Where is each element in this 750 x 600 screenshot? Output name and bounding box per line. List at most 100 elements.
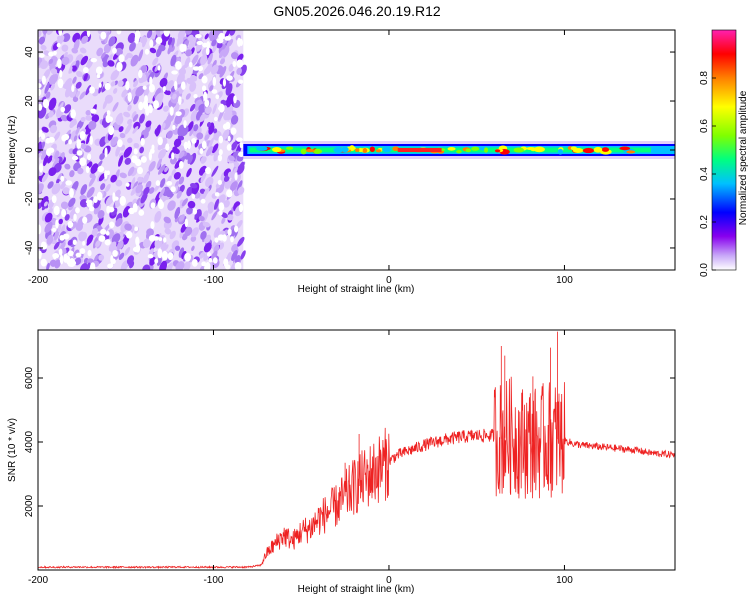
spectrogram-x-axis: -200 -100 0 100	[28, 30, 573, 286]
noise-gap	[53, 254, 57, 260]
noise-speckle	[108, 241, 117, 252]
noise-gap	[224, 35, 232, 41]
noise-speckle	[177, 75, 184, 85]
noise-gap	[109, 262, 114, 268]
noise-speckle	[68, 66, 73, 74]
noise-speckle	[212, 45, 217, 53]
noise-speckle	[124, 247, 131, 256]
noise-gap	[235, 137, 243, 142]
noise-gap	[236, 59, 244, 68]
noise-speckle	[204, 134, 210, 141]
noise-speckle	[199, 251, 205, 259]
noise-speckle	[58, 218, 63, 225]
noise-gap	[201, 140, 207, 150]
noise-speckle	[170, 157, 177, 165]
noise-speckle	[38, 183, 44, 195]
noise-gap	[138, 209, 145, 216]
noise-gap	[96, 73, 101, 79]
noise-speckle	[85, 110, 91, 116]
noise-speckle	[178, 214, 185, 222]
noise-speckle	[130, 54, 139, 67]
noise-speckle	[190, 182, 198, 189]
noise-gap	[225, 121, 231, 130]
signal-blob	[570, 146, 577, 151]
noise-speckle	[127, 32, 136, 44]
noise-speckle	[118, 155, 124, 167]
noise-gap	[154, 258, 159, 264]
noise-speckle	[228, 63, 234, 72]
noise-speckle	[48, 110, 54, 118]
signal-blob	[333, 147, 344, 153]
noise-speckle	[173, 138, 182, 148]
noise-speckle	[113, 88, 118, 94]
noise-speckle	[146, 228, 154, 237]
noise-gap	[217, 154, 223, 162]
noise-speckle	[200, 54, 208, 66]
noise-speckle	[239, 161, 245, 170]
signal-blob	[447, 146, 456, 151]
noise-speckle	[50, 83, 55, 91]
noise-speckle	[203, 187, 210, 197]
noise-speckle	[94, 254, 99, 261]
noise-speckle	[202, 221, 211, 228]
signal-blob	[362, 148, 368, 154]
noise-speckle	[158, 148, 167, 160]
noise-gap	[117, 139, 123, 148]
signal-blob	[300, 148, 307, 155]
noise-speckle	[142, 238, 151, 248]
noise-gap	[169, 106, 174, 116]
noise-speckle	[122, 206, 131, 218]
noise-speckle	[126, 52, 134, 59]
noise-speckle	[62, 33, 71, 43]
noise-speckle	[163, 105, 169, 112]
noise-gap	[43, 99, 47, 106]
noise-gap	[51, 227, 57, 232]
noise-speckle	[132, 114, 139, 122]
noise-gap	[69, 188, 74, 198]
noise-speckle	[173, 102, 180, 115]
noise-gap	[148, 83, 155, 93]
noise-gap	[212, 257, 218, 264]
noise-gap	[239, 38, 244, 46]
noise-speckle	[43, 30, 48, 35]
noise-speckle	[108, 36, 116, 47]
spectrogram-y-label: Frequency (Hz)	[7, 116, 18, 185]
noise-speckle	[140, 65, 147, 74]
noise-speckle	[70, 119, 78, 126]
noise-speckle	[60, 181, 67, 190]
noise-gap	[39, 53, 45, 58]
noise-speckle	[211, 39, 217, 47]
colorbar-ticks: 0.0 0.2 0.4 0.6 0.8	[699, 71, 716, 277]
noise-speckle	[200, 156, 207, 164]
noise-gap	[181, 81, 186, 90]
noise-speckle	[208, 124, 215, 135]
noise-speckle	[210, 250, 218, 261]
noise-gap	[230, 236, 234, 243]
noise-speckle	[208, 137, 215, 149]
noise-gap	[192, 208, 198, 215]
noise-speckle	[230, 181, 238, 192]
noise-gap	[85, 165, 90, 174]
noise-speckle	[95, 239, 101, 248]
noise-speckle	[56, 178, 60, 184]
noise-speckle	[175, 261, 185, 270]
noise-gap	[86, 153, 92, 161]
noise-gap	[237, 151, 245, 157]
noise-gap	[125, 182, 130, 187]
noise-speckle	[48, 73, 59, 85]
noise-speckle	[41, 172, 49, 183]
noise-gap	[125, 231, 133, 239]
noise-speckle	[75, 90, 81, 98]
spectrogram-y-axis: -40 -20 0 20 40	[24, 46, 675, 255]
noise-speckle	[57, 101, 64, 113]
noise-speckle	[80, 184, 88, 195]
noise-gap	[104, 82, 111, 91]
noise-gap	[155, 36, 163, 45]
noise-gap	[196, 40, 204, 46]
noise-speckle	[184, 226, 193, 237]
signal-blob	[392, 146, 400, 152]
colorbar-gradient	[712, 30, 736, 270]
noise-speckle	[123, 146, 133, 158]
noise-speckle	[46, 234, 54, 245]
noise-gap	[41, 75, 46, 85]
